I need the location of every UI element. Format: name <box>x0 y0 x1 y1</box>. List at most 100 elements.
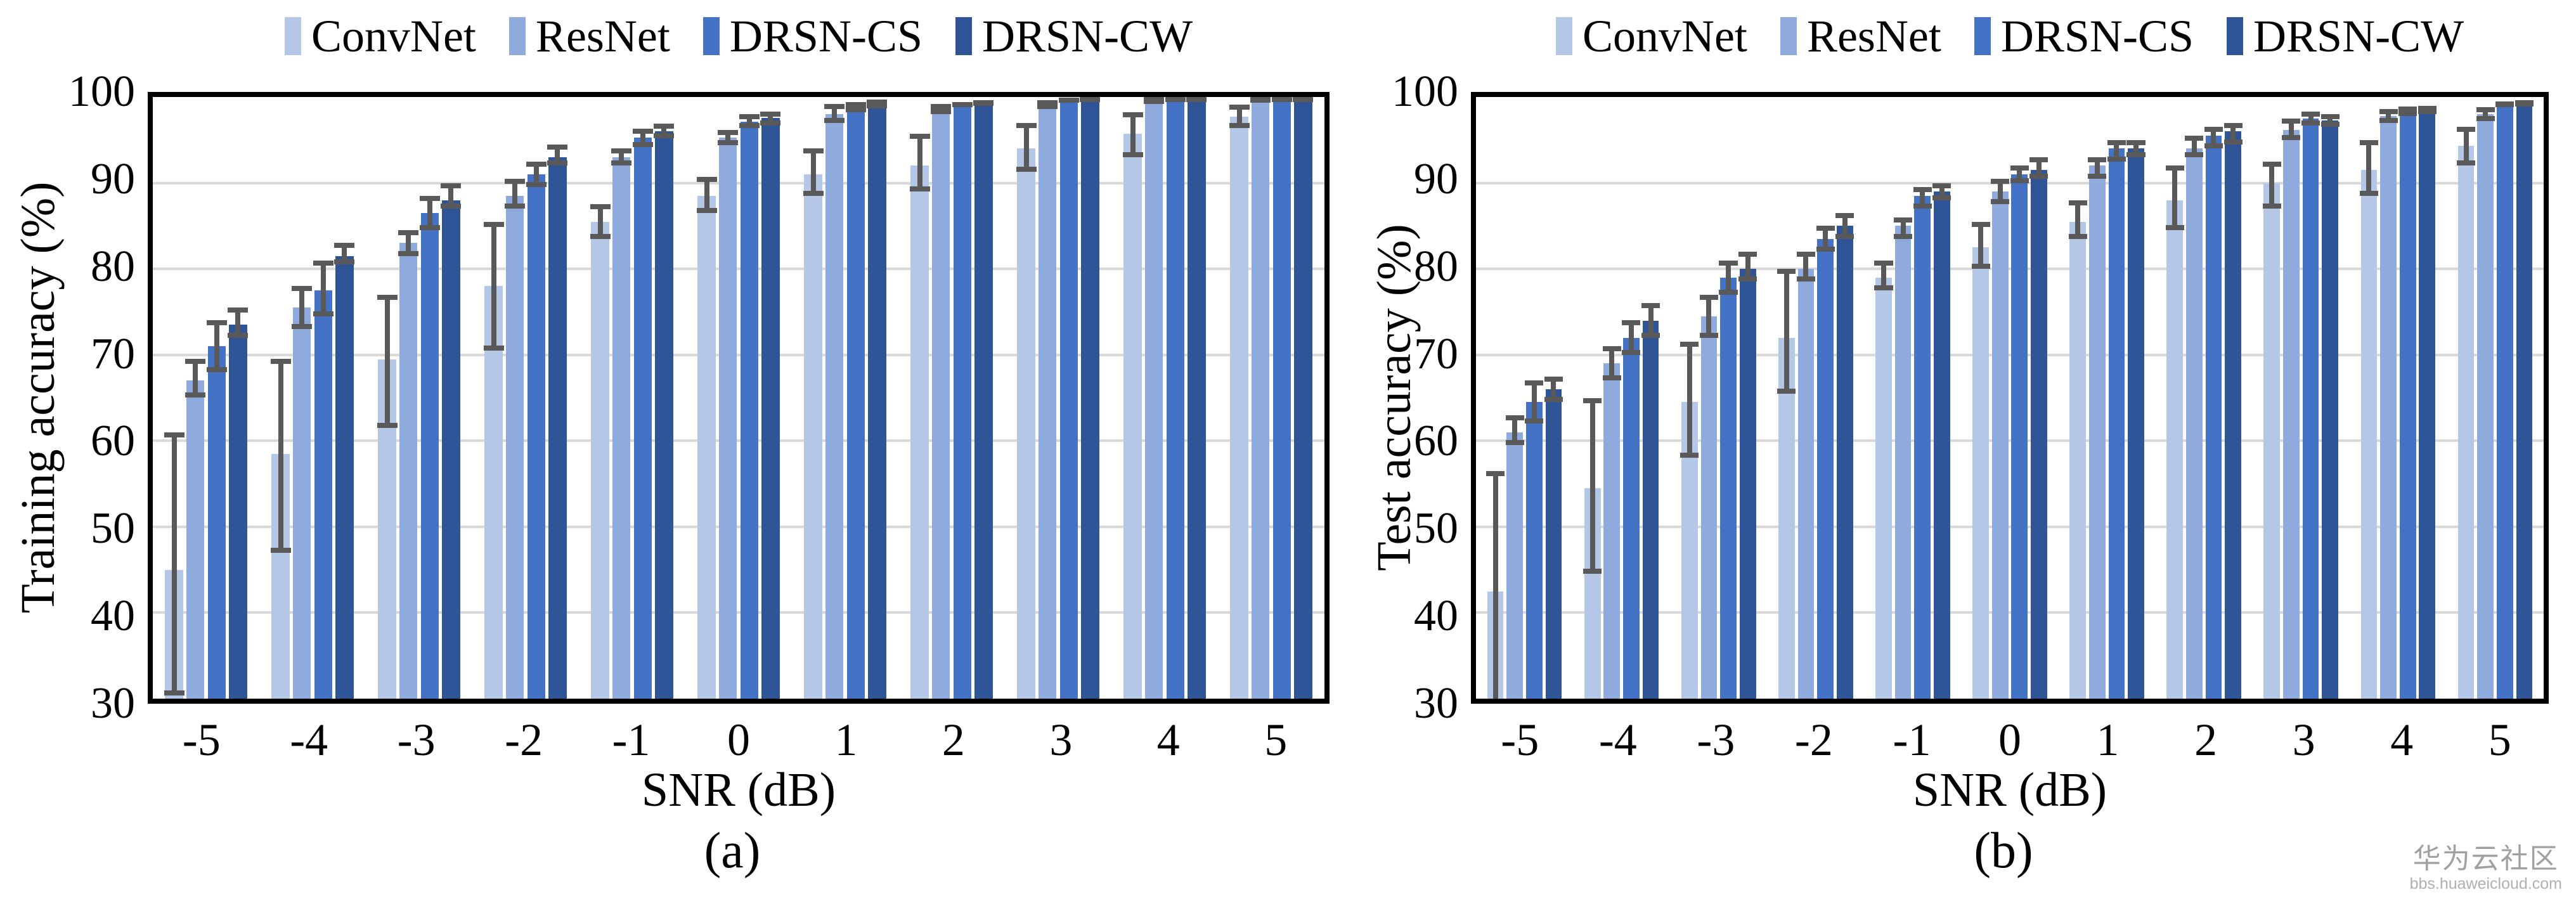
error-bar-cap-bottom <box>1622 349 1641 355</box>
error-bar-cap-top <box>1699 294 1718 300</box>
error-bar-cap-bottom <box>1058 98 1079 103</box>
error-bar-cap-top <box>1186 97 1207 102</box>
error-bar <box>1622 320 1641 355</box>
x-tick-label: 0 <box>727 715 750 765</box>
plot-area-a <box>148 92 1330 704</box>
error-bar-cap-bottom <box>1229 122 1250 128</box>
legend-label: ConvNet <box>311 11 476 61</box>
error-bar-line <box>448 183 454 209</box>
bar-drsn-cs-snr-2 <box>2205 136 2222 699</box>
error-bar <box>1144 97 1165 104</box>
error-bar-line <box>619 148 625 166</box>
gridline <box>153 268 1324 271</box>
error-bar-cap-bottom <box>1932 195 1951 200</box>
bar-drsn-cs-snr-3 <box>2302 118 2319 699</box>
bar-drsn-cw-snr-5 <box>1294 97 1312 699</box>
error-bar <box>228 307 249 338</box>
error-bar <box>760 112 781 126</box>
error-bar-line <box>1589 398 1595 574</box>
error-bar-cap-top <box>270 359 291 365</box>
bar-convnet-snr-5 <box>2457 146 2475 699</box>
error-bar-cap-bottom <box>1144 98 1165 104</box>
error-bar-cap-top <box>2029 157 2049 162</box>
error-bar <box>483 221 504 351</box>
error-bar-cap-bottom <box>483 345 504 351</box>
bar-drsn-cw-snr--1 <box>655 131 673 699</box>
error-bar-line <box>661 124 667 139</box>
error-bar-cap-bottom <box>1186 97 1207 99</box>
error-bar-cap-top <box>1641 303 1660 309</box>
error-bar <box>2456 127 2476 166</box>
error-bar <box>1058 98 1079 103</box>
error-bar-line <box>193 359 198 398</box>
x-axis-title-a: SNR (dB) <box>641 763 836 817</box>
error-bar-cap-bottom <box>1080 97 1101 103</box>
error-bar-cap-bottom <box>632 141 653 147</box>
error-bar <box>2301 112 2320 126</box>
bar-drsn-cw-snr-2 <box>974 103 993 699</box>
error-bar-cap-bottom <box>228 332 249 338</box>
bar-resnet-snr-3 <box>2283 129 2300 699</box>
bar-convnet-snr--2 <box>1778 337 1795 699</box>
bar-drsn-cs-snr-1 <box>2108 148 2125 699</box>
error-bar-cap-bottom <box>1250 98 1271 103</box>
bar-resnet-snr-4 <box>1145 100 1163 699</box>
error-bar-cap-bottom <box>2165 225 2184 231</box>
error-bar-cap-top <box>803 148 824 154</box>
error-bar-cap-bottom <box>1835 233 1854 239</box>
error-bar <box>1913 187 1932 209</box>
error-bar-line <box>1686 342 1692 458</box>
gridline <box>153 439 1324 443</box>
error-bar <box>973 100 994 106</box>
error-bar-line <box>2366 139 2372 196</box>
bar-resnet-snr--2 <box>506 195 524 699</box>
error-bar <box>441 183 462 209</box>
y-tick-label: 30 <box>1414 679 1458 728</box>
bar-resnet-snr--4 <box>1603 363 1621 699</box>
subfigure-caption-a: (a) <box>704 823 761 879</box>
bar-convnet-snr-3 <box>2263 183 2281 699</box>
error-bar-cap-bottom <box>2223 139 2243 145</box>
error-bar <box>1271 97 1292 102</box>
bar-convnet-snr-3 <box>1017 148 1035 699</box>
error-bar-cap-bottom <box>1796 276 1816 282</box>
error-bar <box>505 178 526 209</box>
error-bar-line <box>1628 320 1634 355</box>
error-bar-line <box>1531 380 1537 424</box>
error-bar <box>931 103 952 115</box>
error-bar-cap-bottom <box>1602 375 1621 381</box>
bar-convnet-snr-4 <box>1123 134 1142 699</box>
bar-drsn-cw-snr-3 <box>1081 100 1099 699</box>
error-bar-cap-top <box>718 129 739 135</box>
y-tick-label: 90 <box>1414 154 1458 204</box>
gridline <box>153 181 1324 184</box>
legend-swatch-icon <box>1974 17 1991 55</box>
error-bar-cap-top <box>909 134 930 139</box>
error-bar <box>2398 106 2417 116</box>
error-bar <box>2107 139 2126 162</box>
legend-item-drsn-cs: DRSN-CS <box>1974 13 2194 59</box>
error-bar-line <box>2133 139 2139 157</box>
legend-item-resnet: ResNet <box>1780 13 1941 59</box>
x-tick-label: 2 <box>942 715 965 765</box>
legend-a: ConvNet ResNet DRSN-CS DRSN-CW <box>148 9 1330 63</box>
error-bar <box>526 161 547 188</box>
bar-resnet-snr-3 <box>1039 105 1057 699</box>
error-bar <box>824 103 845 123</box>
legend-label: ResNet <box>535 11 670 61</box>
error-bar-cap-top <box>2107 139 2126 145</box>
error-bar <box>2223 122 2243 145</box>
error-bar <box>185 359 206 398</box>
error-bar-cap-bottom <box>2262 204 2281 209</box>
error-bar <box>2495 101 2515 108</box>
error-bar-cap-bottom <box>1037 103 1058 109</box>
error-bar-cap-bottom <box>2417 109 2437 115</box>
x-tick-label: -2 <box>1794 715 1833 765</box>
error-bar-cap-bottom <box>526 182 547 188</box>
error-bar <box>398 230 419 256</box>
error-bar-cap-bottom <box>1505 440 1524 446</box>
error-bar-cap-bottom <box>1816 247 1835 252</box>
error-bar-cap-bottom <box>292 324 313 330</box>
watermark-url: bbs.huaweicloud.com <box>2409 874 2562 893</box>
error-bar-line <box>406 230 411 256</box>
